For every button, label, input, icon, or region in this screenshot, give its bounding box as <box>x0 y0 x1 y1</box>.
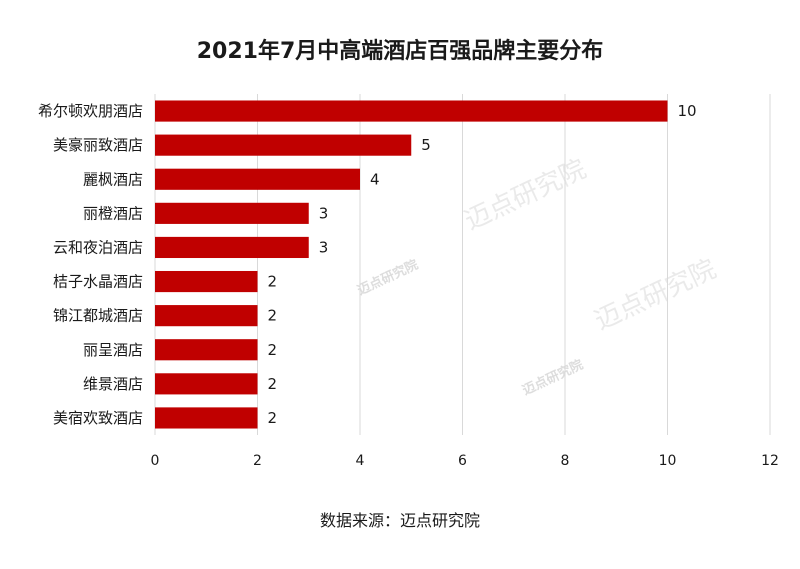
data-label: 2 <box>268 375 278 393</box>
watermark-text: 迈点研究院 <box>590 254 721 336</box>
bar <box>155 373 258 395</box>
bar <box>155 100 668 122</box>
category-label: 丽呈酒店 <box>83 341 143 359</box>
category-labels: 希尔顿欢朋酒店美豪丽致酒店麗枫酒店丽橙酒店云和夜泊酒店桔子水晶酒店锦江都城酒店丽… <box>38 102 143 427</box>
data-label: 2 <box>268 341 278 359</box>
data-label: 2 <box>268 273 278 291</box>
category-label: 维景酒店 <box>83 375 143 393</box>
data-label: 2 <box>268 409 278 427</box>
x-tick-label: 10 <box>659 453 677 469</box>
data-label: 2 <box>268 307 278 325</box>
x-tick-label: 0 <box>151 453 160 469</box>
source-note: 数据来源：迈点研究院 <box>320 511 480 530</box>
category-label: 桔子水晶酒店 <box>53 273 143 291</box>
category-label: 云和夜泊酒店 <box>53 238 143 256</box>
data-label: 5 <box>421 136 431 154</box>
data-label: 10 <box>678 102 697 120</box>
bar <box>155 305 258 327</box>
x-tick-label: 6 <box>458 453 467 469</box>
category-label: 希尔顿欢朋酒店 <box>38 102 143 120</box>
watermark-text: 迈点研究院 <box>355 257 421 299</box>
bar <box>155 236 309 259</box>
category-label: 丽橙酒店 <box>83 204 143 222</box>
category-label: 锦江都城酒店 <box>53 307 143 325</box>
x-tick-label: 8 <box>561 453 570 469</box>
bar <box>155 407 258 429</box>
x-axis-ticks: 0 2 4 6 8 10 12 <box>151 453 779 469</box>
watermark-text: 迈点研究院 <box>520 357 586 399</box>
category-label: 美宿欢致酒店 <box>53 409 143 427</box>
bar <box>155 339 258 361</box>
data-label: 4 <box>370 170 380 188</box>
x-tick-label: 4 <box>356 453 365 469</box>
bar <box>155 270 258 293</box>
bar <box>155 168 360 190</box>
chart-title: 2021年7月中高端酒店百强品牌主要分布 <box>197 38 604 64</box>
bar <box>155 202 309 224</box>
bars <box>155 100 668 429</box>
data-label: 3 <box>319 238 329 256</box>
x-tick-label: 12 <box>761 453 779 469</box>
category-label: 麗枫酒店 <box>83 170 143 188</box>
data-label: 3 <box>319 204 329 222</box>
watermark-group: 迈点研究院 迈点研究院 迈点研究院 迈点研究院 <box>355 154 721 398</box>
category-label: 美豪丽致酒店 <box>53 136 143 154</box>
x-tick-label: 2 <box>253 453 262 469</box>
value-labels: 10 5 4 3 3 2 2 2 2 2 <box>268 102 697 427</box>
bar <box>155 134 412 156</box>
watermark-text: 迈点研究院 <box>460 154 591 236</box>
